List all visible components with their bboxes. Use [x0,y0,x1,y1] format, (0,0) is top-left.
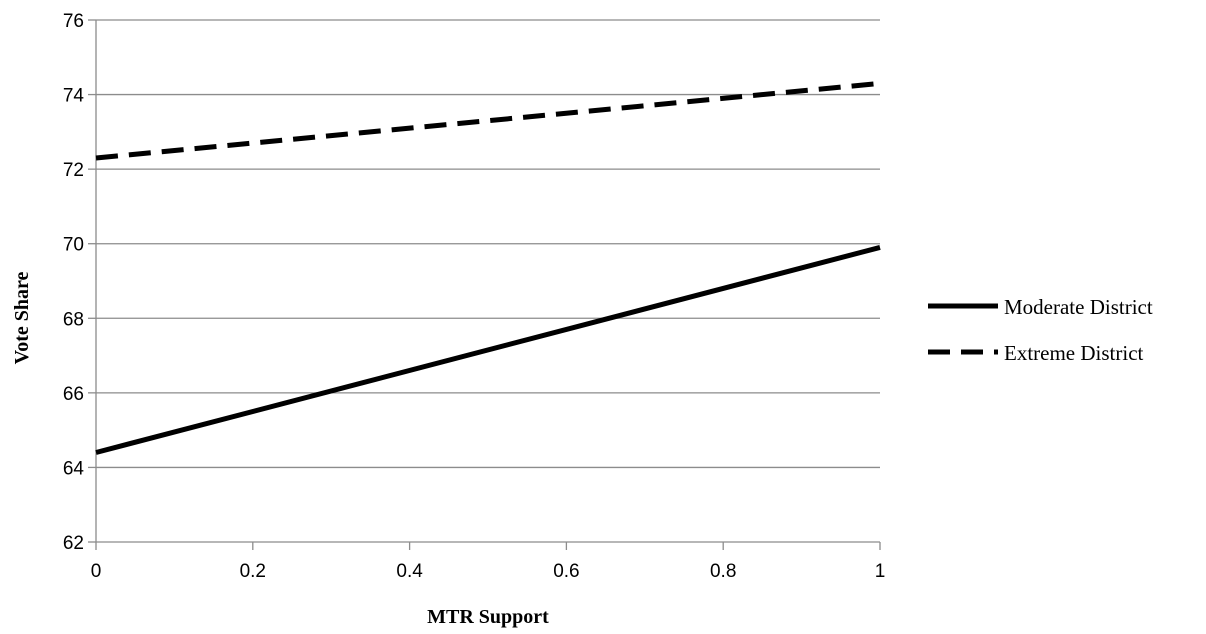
x-tick-label: 0.8 [710,561,736,582]
y-tick-label: 74 [63,86,85,107]
legend-label: Moderate District [1004,295,1153,319]
x-axis-title: MTR Support [427,606,549,628]
x-tick-label: 0 [91,561,102,582]
series-line-moderate-district [95,244,881,455]
series-lines [95,80,881,455]
y-tick-label: 70 [63,235,84,256]
axes [88,19,881,550]
x-tick-label: 1 [875,561,886,582]
y-tick-labels: 62 64 66 68 70 72 74 76 [63,11,85,554]
y-axis-title: Vote Share [11,271,33,364]
x-tick-label: 0.6 [553,561,579,582]
y-tick-label: 62 [63,533,84,554]
y-tick-label: 68 [63,309,84,330]
legend-label: Extreme District [1004,341,1144,365]
x-tick-label: 0.2 [240,561,266,582]
y-tick-label: 76 [63,11,84,32]
y-tick-label: 72 [63,160,84,181]
y-tick-label: 64 [63,458,85,479]
gridlines [96,19,880,469]
x-tick-label: 0.4 [396,561,423,582]
legend: Moderate District Extreme District [928,295,1153,365]
x-tick-labels: 0 0.2 0.4 0.6 0.8 1 [91,561,886,582]
y-tick-label: 66 [63,384,84,405]
